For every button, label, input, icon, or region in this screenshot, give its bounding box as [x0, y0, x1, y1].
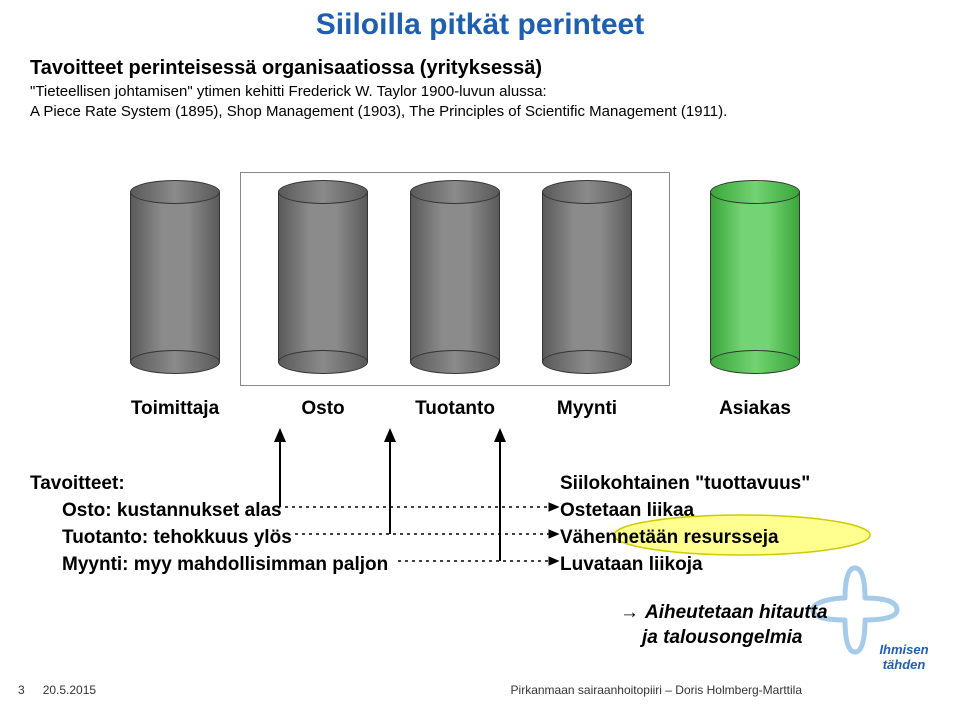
consequence-line-1: Aiheutetaan hitautta — [645, 600, 828, 625]
goals-block: Tavoitteet: Osto: kustannukset alas Tuot… — [30, 470, 388, 578]
cylinder-osto — [278, 180, 368, 374]
goals-line-2: Tuotanto: tehokkuus ylös — [62, 524, 388, 551]
cylinder-myynti — [542, 180, 632, 374]
subtitle-block: Tavoitteet perinteisessä organisaatiossa… — [30, 55, 910, 123]
subtitle-line2a: "Tieteellisen johtamisen" ytimen kehitti… — [30, 82, 910, 102]
consequence-line-2: ja talousongelmia — [642, 625, 802, 650]
cylinder-toimittaja — [130, 180, 220, 374]
cylinder-asiakas — [710, 180, 800, 374]
results-line-2: Vähennetään resursseja — [560, 524, 810, 551]
results-line-1: Ostetaan liikaa — [560, 497, 810, 524]
results-block: Siilokohtainen "tuottavuus" Ostetaan lii… — [560, 470, 810, 578]
subtitle-line2b: A Piece Rate System (1895), Shop Managem… — [30, 102, 910, 122]
footer: 3 20.5.2015 Pirkanmaan sairaanhoitopiiri… — [18, 683, 942, 697]
cylinder-label-asiakas: Asiakas — [695, 398, 815, 420]
results-line-3: Luvataan liikoja — [560, 551, 810, 578]
results-title: Siilokohtainen "tuottavuus" — [560, 470, 810, 497]
footer-org: Pirkanmaan sairaanhoitopiiri – Doris Hol… — [511, 683, 802, 697]
cylinder-tuotanto — [410, 180, 500, 374]
goals-line-1: Osto: kustannukset alas — [62, 497, 388, 524]
logo-text: Ihmisen tähden — [864, 643, 944, 673]
cylinder-label-myynti: Myynti — [535, 398, 639, 420]
goals-title: Tavoitteet: — [30, 470, 388, 497]
consequences-block: → Aiheutetaan hitautta ja talousongelmia — [620, 600, 828, 650]
slide-title: Siiloilla pitkät perinteet — [0, 8, 960, 42]
footer-date: 20.5.2015 — [43, 683, 96, 697]
cylinder-label-osto: Osto — [278, 398, 368, 420]
cylinder-label-tuotanto: Tuotanto — [400, 398, 510, 420]
slide: Siiloilla pitkät perinteet Tavoitteet pe… — [0, 0, 960, 705]
footer-page: 3 — [18, 683, 25, 697]
arrow-glyph-icon: → — [620, 600, 639, 625]
cylinder-label-toimittaja: Toimittaja — [110, 398, 240, 420]
goals-line-3: Myynti: myy mahdollisimman paljon — [62, 551, 388, 578]
subtitle-line1: Tavoitteet perinteisessä organisaatiossa… — [30, 55, 910, 82]
